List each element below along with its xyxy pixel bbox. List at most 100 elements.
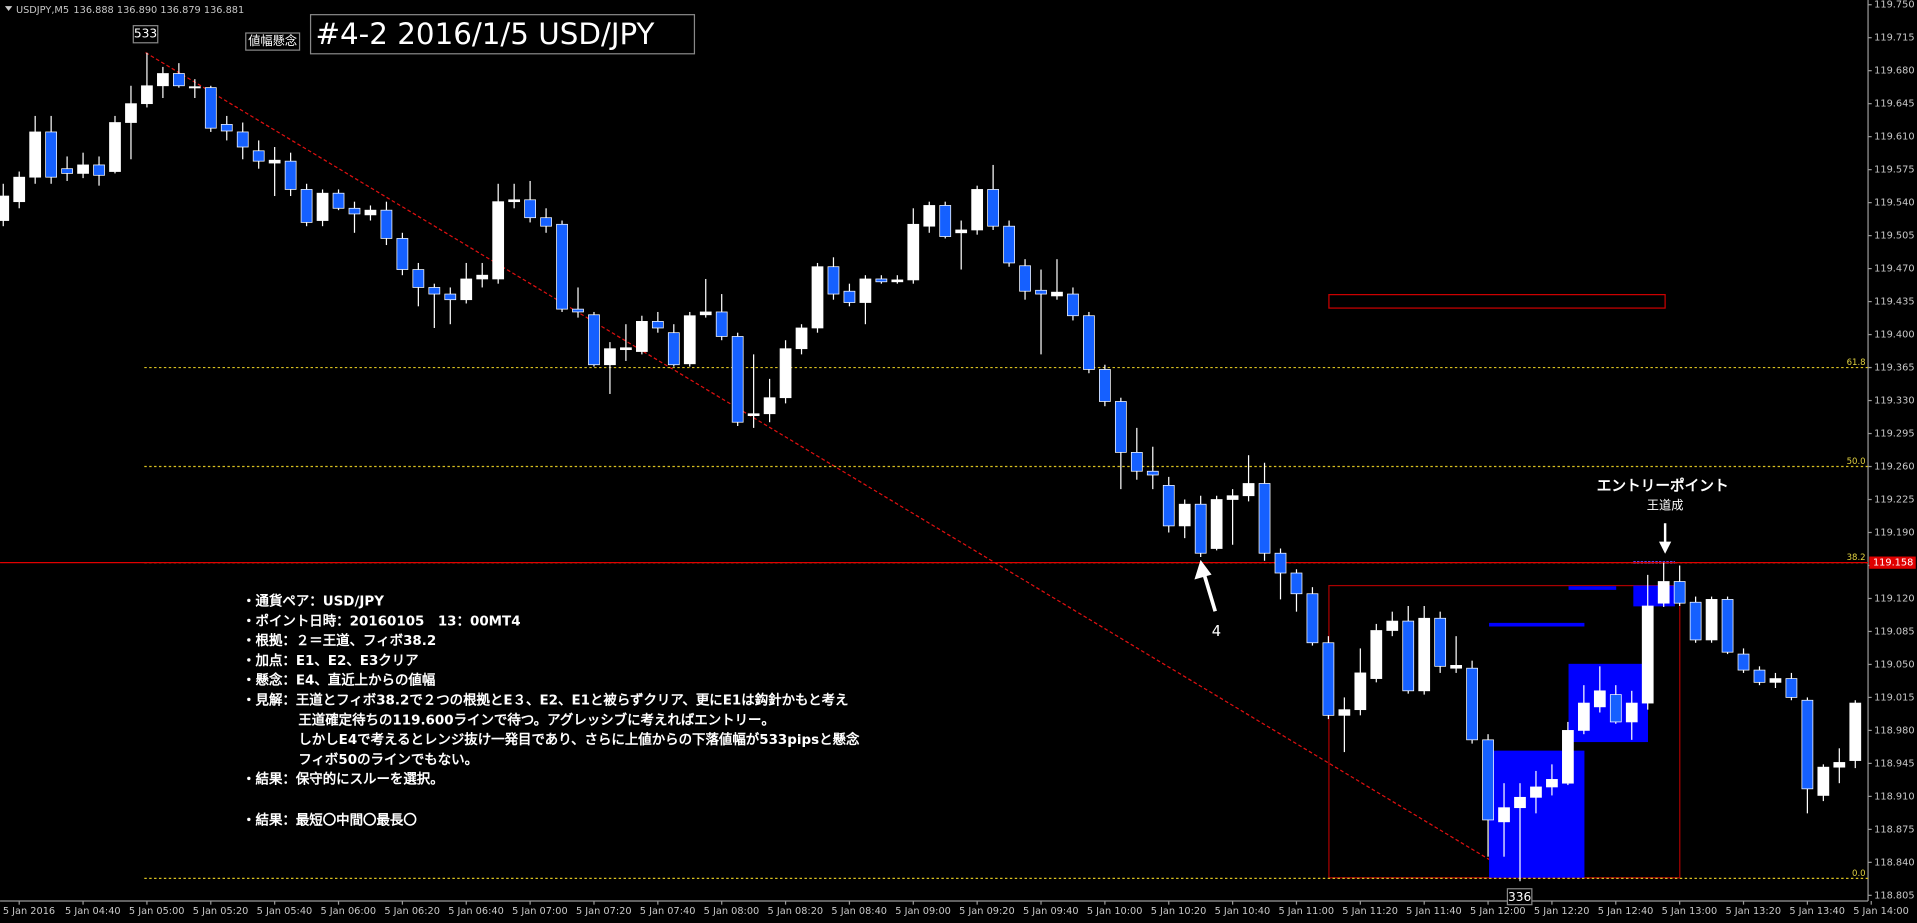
x-tick-label: 5 Jan 09:20 — [959, 906, 1015, 917]
candle-body — [1577, 702, 1590, 731]
y-tick-label: 118.875 — [1874, 824, 1914, 835]
x-tick-label: 5 Jan 11:00 — [1278, 906, 1334, 917]
candle-body — [268, 159, 281, 164]
note-line: ・見解：王道とフィボ38.2で２つの根拠とE３、E2、E1と被らずクリア、更にE… — [242, 692, 848, 709]
candle-body — [1290, 572, 1303, 595]
y-tick-label: 119.610 — [1874, 132, 1914, 143]
x-tick-label: 5 Jan 14:00 — [1853, 906, 1909, 917]
candle-body — [604, 348, 616, 366]
x-tick-label: 5 Jan 04:40 — [65, 906, 121, 917]
note-line: ・懸念：E4、直近上からの値幅 — [242, 672, 436, 689]
candle-body — [1673, 581, 1686, 604]
candle-body — [779, 348, 792, 399]
y-tick-label: 119.435 — [1874, 297, 1914, 308]
note-line: フィボ50のラインでもない。 — [298, 752, 478, 768]
note-line: ・根拠：２＝王道、フィボ38.2 — [242, 632, 436, 649]
candle-body — [61, 168, 73, 174]
candle-body — [77, 164, 89, 174]
x-tick-label: 5 Jan 05:00 — [129, 906, 185, 917]
candle-body — [1386, 620, 1399, 631]
marker-box — [132, 25, 159, 44]
candle-body — [1099, 369, 1111, 402]
x-tick-label: 5 Jan 05:40 — [257, 906, 313, 917]
candle-body — [428, 287, 441, 295]
candle-body — [843, 290, 856, 303]
candle-body — [1370, 630, 1383, 679]
candle-body — [1514, 796, 1526, 809]
y-tick-label: 119.015 — [1874, 692, 1914, 703]
candle-body — [220, 124, 233, 132]
x-tick-label: 5 Jan 10:20 — [1151, 906, 1207, 917]
candle-body — [1466, 667, 1478, 741]
candle-body — [572, 308, 584, 313]
candle-body — [1338, 709, 1351, 716]
candle-body — [141, 85, 153, 105]
x-tick-label: 5 Jan 06:20 — [384, 906, 440, 917]
candle-body — [540, 217, 552, 227]
x-tick-label: 5 Jan 06:40 — [448, 906, 504, 917]
candle-body — [460, 278, 473, 301]
candle-body — [699, 311, 712, 316]
candle-body — [1210, 499, 1223, 549]
candle-body — [1083, 315, 1095, 370]
zone-box — [1328, 294, 1666, 309]
candle-body — [125, 103, 137, 123]
y-tick-label: 119.750 — [1874, 0, 1914, 11]
price-label: 119.158 — [1873, 558, 1913, 569]
arrow — [1202, 574, 1217, 612]
candle-body — [1035, 289, 1047, 295]
candle-body — [1114, 401, 1127, 453]
y-tick-label: 119.505 — [1874, 231, 1914, 242]
candle-body — [444, 293, 457, 301]
arrow-label: 4 — [1212, 623, 1221, 640]
candle-body — [1562, 730, 1574, 784]
candle-body — [1657, 581, 1670, 604]
y-tick-label: 118.840 — [1874, 857, 1914, 868]
candle-body — [588, 314, 600, 366]
candle-body — [923, 205, 936, 227]
note-line: ・結果：最短〇中間〇最長〇 — [242, 811, 417, 828]
candle-body — [316, 192, 329, 221]
candle-body — [1593, 690, 1606, 708]
note-line: しかしE4で考えるとレンジ抜け一発目であり、さらに上値からの下落値幅が533pi… — [298, 731, 860, 748]
y-tick-label: 119.260 — [1874, 462, 1914, 473]
candle-body — [1753, 669, 1766, 683]
candle-body — [157, 73, 169, 87]
candle-body — [1609, 694, 1622, 723]
candle-body — [1194, 503, 1207, 554]
x-tick-label: 5 Jan 09:40 — [1023, 906, 1079, 917]
candle-body — [1498, 807, 1510, 823]
candle-body — [380, 209, 393, 239]
chart-title: #4-2 2016/1/5 USD/JPY — [315, 17, 654, 51]
candle-body — [620, 347, 632, 351]
candle-body — [683, 315, 696, 365]
title-box — [309, 14, 696, 55]
y-tick-label: 118.910 — [1874, 791, 1914, 802]
note-line: ・加点：E1、E2、E3クリア — [242, 652, 419, 669]
candle-body — [1067, 293, 1079, 317]
y-tick-label: 119.365 — [1874, 363, 1914, 374]
x-tick-label: 5 Jan 11:20 — [1342, 906, 1398, 917]
y-tick-label: 119.470 — [1874, 264, 1914, 275]
candle-body — [1146, 470, 1159, 476]
note-line: 王道確定待ちの119.600ラインで待つ。アグレッシブに考えればエントリー。 — [298, 711, 774, 728]
x-tick-label: 5 Jan 10:40 — [1215, 906, 1271, 917]
price-label-box — [1869, 556, 1916, 569]
quote: 136.888 136.890 136.879 136.881 — [73, 5, 244, 16]
candle-body — [364, 209, 377, 216]
y-tick-label: 118.980 — [1874, 725, 1914, 736]
candle-body — [476, 274, 489, 280]
label-box — [245, 32, 301, 51]
candle-body — [1354, 672, 1367, 711]
x-tick-label: 5 Jan 08:20 — [768, 906, 824, 917]
candle-body — [667, 332, 680, 366]
x-tick-label: 5 Jan 11:40 — [1406, 906, 1462, 917]
marker-label: 336 — [1508, 890, 1531, 904]
x-tick-label: 5 Jan 12:20 — [1534, 906, 1590, 917]
plot-area — [0, 52, 1862, 882]
x-tick-label: 5 Jan 10:00 — [1087, 906, 1143, 917]
candle-body — [731, 336, 744, 423]
candle-body — [1833, 762, 1846, 768]
